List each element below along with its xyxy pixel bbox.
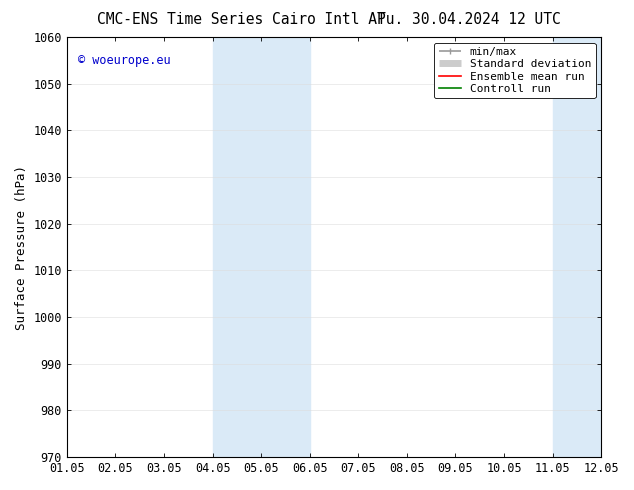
Bar: [553, 37, 634, 457]
Text: Tu. 30.04.2024 12 UTC: Tu. 30.04.2024 12 UTC: [377, 12, 561, 27]
Text: © woeurope.eu: © woeurope.eu: [77, 54, 170, 67]
Text: CMC-ENS Time Series Cairo Intl AP: CMC-ENS Time Series Cairo Intl AP: [96, 12, 385, 27]
Bar: [212, 37, 310, 457]
Legend: min/max, Standard deviation, Ensemble mean run, Controll run: min/max, Standard deviation, Ensemble me…: [434, 43, 595, 98]
Y-axis label: Surface Pressure (hPa): Surface Pressure (hPa): [15, 165, 28, 330]
